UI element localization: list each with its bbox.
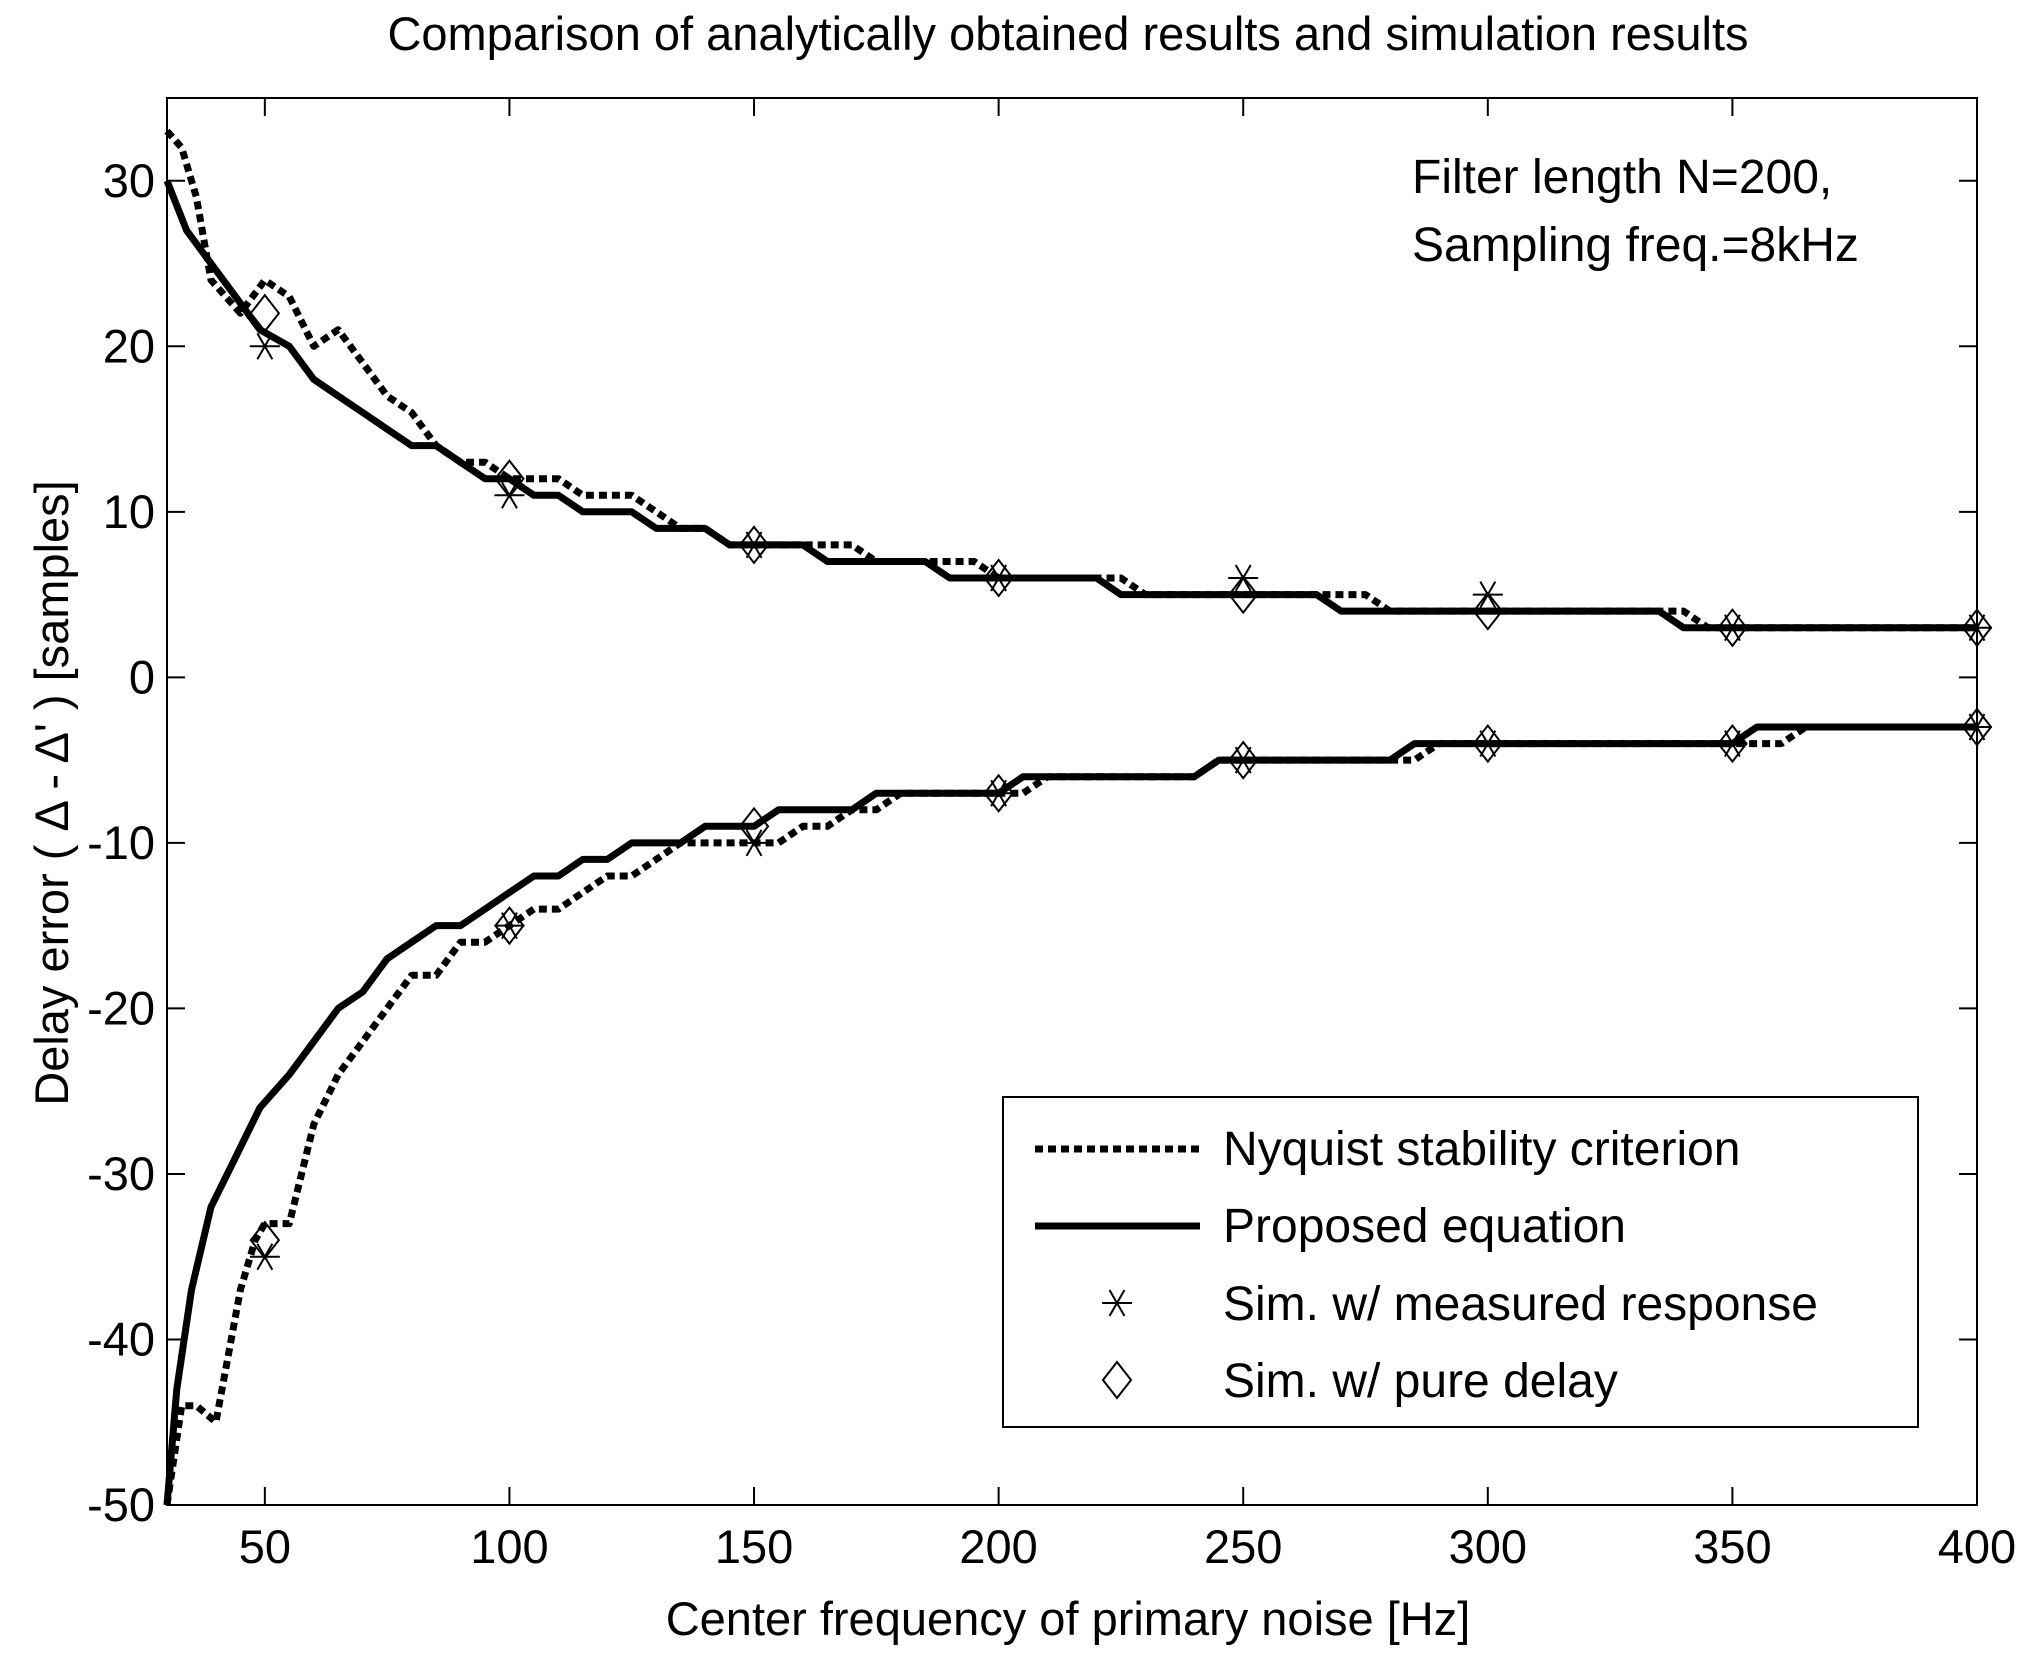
diamond-marker — [1961, 707, 1993, 747]
star-marker — [249, 332, 280, 360]
legend-label-measured: Sim. w/ measured response — [1223, 1278, 1818, 1331]
x-tick-label: 100 — [470, 1520, 548, 1573]
star-marker — [983, 564, 1014, 592]
x-axis-label: Center frequency of primary noise [Hz] — [666, 1592, 1471, 1645]
diamond-marker — [1227, 740, 1259, 780]
star-marker — [739, 531, 770, 559]
legend-label-proposed: Proposed equation — [1223, 1200, 1626, 1253]
x-tick-label: 400 — [1938, 1520, 2016, 1573]
diamond-marker — [983, 773, 1014, 813]
star-marker — [1717, 614, 1748, 642]
x-tick-label: 50 — [239, 1520, 291, 1573]
series-markers — [249, 293, 1993, 1271]
diamond-marker — [1717, 608, 1748, 648]
x-tick-label: 300 — [1449, 1520, 1527, 1573]
y-tick-label: 20 — [103, 319, 155, 372]
axis-ticks: 50 100 150 200 250 300 350 400 -50 -40 -30 -20 -10 0 1… — [87, 98, 2016, 1573]
legend: Nyquist stability criterion Proposed equ… — [1002, 1096, 1919, 1428]
star-marker-stroke — [256, 332, 274, 360]
legend-swatch-star-icon — [1102, 1289, 1132, 1317]
diamond-marker — [1717, 723, 1748, 764]
star-marker-stroke — [990, 779, 1007, 807]
annotation-line-1: Filter length N=200, — [1412, 151, 1832, 204]
star-marker — [983, 779, 1014, 807]
star-marker — [1962, 713, 1992, 741]
star-marker-stroke — [1968, 713, 1986, 741]
diamond-marker — [983, 558, 1014, 598]
star-marker-stroke — [1479, 730, 1497, 758]
y-tick-label: 0 — [129, 650, 155, 703]
star-marker-stroke — [1724, 614, 1741, 642]
legend-label-nyquist: Nyquist stability criterion — [1223, 1123, 1741, 1176]
y-tick-label: -10 — [87, 816, 155, 869]
star-marker-stroke — [1724, 730, 1741, 758]
star-marker — [494, 912, 525, 940]
diamond-marker — [494, 459, 525, 499]
x-tick-label: 200 — [959, 1520, 1037, 1573]
x-tick-label: 150 — [715, 1520, 793, 1573]
proposed-curve — [163, 723, 1977, 1506]
y-tick-label: -50 — [87, 1478, 155, 1531]
y-tick-label: 30 — [103, 154, 155, 207]
star-marker — [1717, 730, 1748, 758]
legend-diamond-glyph — [1101, 1360, 1133, 1400]
y-tick-label: 10 — [103, 485, 155, 538]
diamond-marker — [249, 1220, 281, 1260]
star-marker-stroke — [990, 564, 1007, 592]
series-lines — [163, 128, 1977, 1506]
legend-star-glyph-stroke — [1108, 1289, 1126, 1317]
y-axis-label: Delay error ( Δ - Δ' ) [samples] — [25, 480, 78, 1105]
diamond-marker — [1227, 574, 1259, 615]
star-marker — [1962, 614, 1992, 642]
star-marker-stroke — [501, 912, 518, 940]
star-marker — [1472, 730, 1503, 758]
proposed-curve — [163, 179, 1977, 632]
y-tick-label: -20 — [87, 981, 155, 1034]
diamond-marker — [494, 906, 525, 946]
diamond-marker — [738, 525, 770, 565]
diamond-marker — [1472, 723, 1504, 764]
diamond-marker — [738, 806, 770, 846]
annotation-line-2: Sampling freq.=8kHz — [1412, 219, 1859, 272]
star-marker-stroke — [1234, 746, 1252, 774]
chart-title: Comparison of analytically obtained resu… — [387, 7, 1748, 60]
star-marker-stroke — [1968, 614, 1986, 642]
legend-label-pure-delay: Sim. w/ pure delay — [1223, 1355, 1618, 1408]
diamond-marker — [249, 293, 281, 333]
y-tick-label: -30 — [87, 1147, 155, 1200]
x-tick-label: 250 — [1204, 1520, 1282, 1573]
legend-swatch-diamond-icon — [1101, 1360, 1133, 1400]
star-marker — [1228, 746, 1259, 774]
y-tick-label: -40 — [87, 1312, 155, 1365]
plot-area-frame — [166, 97, 1978, 1506]
diamond-marker — [1961, 608, 1993, 648]
diamond-marker — [1472, 591, 1504, 631]
legend-star-glyph — [1102, 1289, 1132, 1317]
star-marker-stroke — [745, 531, 763, 559]
x-tick-label: 350 — [1693, 1520, 1771, 1573]
